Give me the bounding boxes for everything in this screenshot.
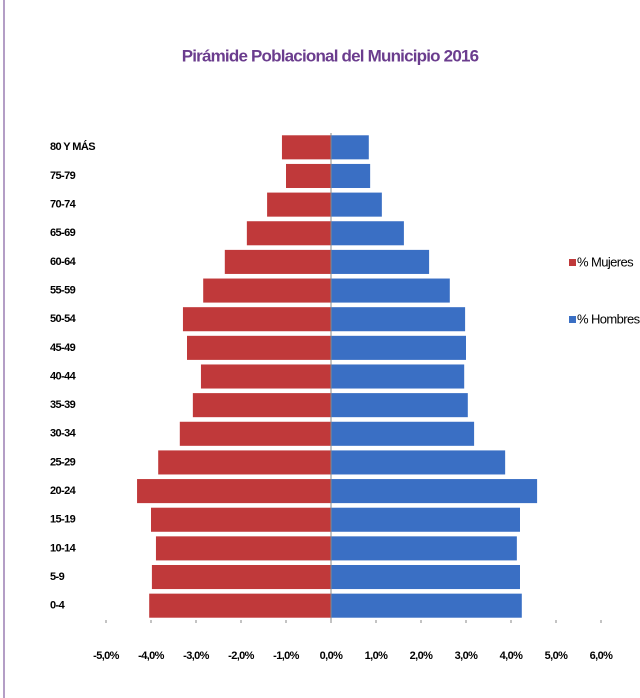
bar <box>149 593 331 618</box>
legend-swatch <box>569 316 576 323</box>
x-tick-label: 3,0% <box>455 650 478 662</box>
bar <box>331 364 465 389</box>
bar <box>331 335 466 360</box>
bar <box>331 564 520 590</box>
bar <box>187 335 331 360</box>
x-tick-label: 0,0% <box>320 650 343 662</box>
bar <box>246 221 331 246</box>
y-tick-label: 15-19 <box>50 514 76 526</box>
bar <box>331 536 517 561</box>
bar <box>155 536 331 561</box>
x-tick-label: -3,0% <box>183 650 210 662</box>
y-tick-label: 5-9 <box>50 571 65 583</box>
bar <box>137 479 331 504</box>
x-tick-label: -5,0% <box>93 650 120 662</box>
x-tick-label: -2,0% <box>228 650 255 662</box>
bar <box>151 564 331 590</box>
bar <box>192 393 331 418</box>
x-tick-label: 5,0% <box>545 650 568 662</box>
y-tick-label: 55-59 <box>50 284 76 296</box>
y-tick-label: 75-79 <box>50 170 76 182</box>
bar <box>267 192 331 217</box>
bar <box>331 307 466 332</box>
bar <box>224 249 331 274</box>
bar <box>331 135 369 160</box>
bar <box>331 393 468 418</box>
bar <box>331 450 506 475</box>
y-tick-label: 30-34 <box>50 428 77 440</box>
chart-title: Pirámide Poblacional del Municipio 2016 <box>182 46 479 65</box>
legend-label: % Hombres <box>577 311 640 326</box>
y-tick-label: 35-39 <box>50 399 76 411</box>
bar <box>331 507 520 532</box>
bar <box>286 163 331 189</box>
y-tick-label: 45-49 <box>50 342 76 354</box>
bar <box>281 135 331 160</box>
x-tick-label: -1,0% <box>273 650 300 662</box>
bar <box>331 479 538 504</box>
bar <box>182 307 331 332</box>
bar <box>200 364 331 389</box>
y-tick-label: 65-69 <box>50 227 76 239</box>
x-tick-label: 4,0% <box>500 650 523 662</box>
y-tick-label: 70-74 <box>50 199 77 211</box>
bar <box>331 249 430 274</box>
y-tick-label: 25-29 <box>50 456 76 468</box>
bar <box>203 278 331 303</box>
bar <box>158 450 331 475</box>
y-tick-label: 20-24 <box>50 485 77 497</box>
x-tick-label: 1,0% <box>365 650 388 662</box>
y-tick-label: 40-44 <box>50 370 77 382</box>
bar <box>179 421 331 446</box>
bar <box>331 192 382 217</box>
x-tick-label: 2,0% <box>410 650 433 662</box>
bar <box>151 507 331 532</box>
legend-label: % Mujeres <box>577 254 634 269</box>
y-tick-label: 0-4 <box>50 600 66 612</box>
bar <box>331 163 371 189</box>
x-tick-label: -4,0% <box>138 650 165 662</box>
bar <box>331 278 450 303</box>
bar <box>331 221 404 246</box>
y-tick-label: 50-54 <box>50 313 77 325</box>
bar <box>331 421 475 446</box>
bar <box>331 593 522 618</box>
y-tick-label: 60-64 <box>50 256 77 268</box>
legend-swatch <box>569 259 576 266</box>
x-tick-label: 6,0% <box>590 650 613 662</box>
y-tick-label: 10-14 <box>50 542 77 554</box>
y-tick-label: 80 Y MÁS <box>50 140 95 153</box>
